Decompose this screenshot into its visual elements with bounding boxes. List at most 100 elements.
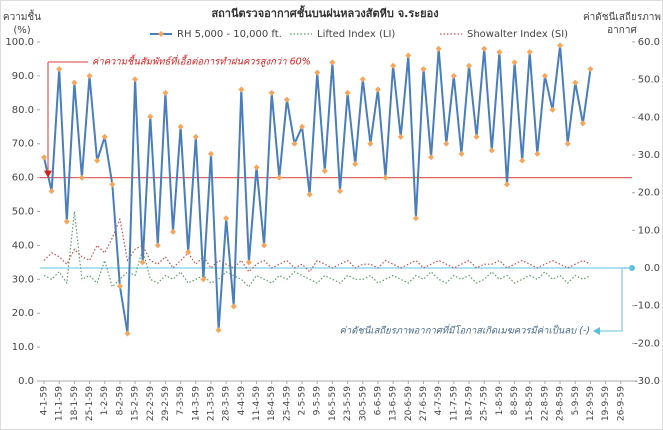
x-tick-label: 8-2-59 [115, 386, 125, 416]
data-point [374, 86, 381, 93]
data-point [541, 72, 548, 79]
data-point [223, 215, 230, 222]
data-point [48, 188, 55, 195]
data-point [367, 140, 374, 147]
annotation: ค่าความชื้นสัมพัทธ์ที่เอื้อต่อการทำฝนควร… [92, 54, 311, 68]
data-point [139, 259, 146, 266]
data-point [450, 72, 457, 79]
x-tick-label: 22-2-59 [146, 386, 156, 421]
data-point [534, 150, 541, 157]
x-tick-label: 30-5-59 [358, 386, 368, 421]
data-point [511, 59, 518, 66]
data-point [177, 123, 184, 130]
y-tick-label: 10.0 [12, 342, 34, 353]
data-point [390, 62, 397, 69]
data-point [321, 167, 328, 174]
x-tick-label: 11-4-59 [252, 386, 262, 421]
data-point [329, 59, 336, 66]
data-point [261, 242, 268, 249]
y-tick-label: 50.0 [12, 207, 34, 218]
x-tick-label: 14-3-59 [191, 386, 201, 421]
data-point [337, 188, 343, 195]
data-point [314, 69, 321, 76]
data-point [473, 133, 480, 140]
x-tick-label: 15-2-59 [131, 386, 141, 421]
x-tick-label: 5-9-59 [571, 386, 581, 416]
data-point [397, 133, 404, 140]
data-point [503, 181, 510, 188]
y-tick-label: 0.0 [18, 376, 34, 387]
x-tick-label: 16-5-59 [328, 386, 338, 421]
y2-tick-label: 30.0 [638, 150, 660, 161]
y-tick-label: 20.0 [12, 308, 34, 319]
data-point [200, 276, 207, 283]
data-point [101, 133, 108, 140]
data-point [564, 140, 571, 147]
x-tick-label: 11-7-59 [449, 386, 459, 421]
x-tick-label: 27-6-59 [419, 386, 429, 421]
data-point [306, 191, 313, 198]
x-tick-label: 1-8-59 [495, 386, 505, 416]
data-point [283, 96, 290, 103]
legend-label: RH 5,000 - 10,000 ft. [177, 29, 282, 40]
data-point [147, 113, 154, 120]
data-point [359, 76, 366, 83]
data-point [549, 106, 556, 113]
x-tick-label: 12-9-59 [586, 386, 596, 421]
data-point [238, 86, 245, 93]
x-tick-label: 23-5-59 [343, 386, 353, 421]
data-point [41, 154, 47, 161]
x-tick-label: 25-4-59 [282, 386, 292, 421]
y2-axis-title: ค่าดัชนีเสถียรภาพ [583, 11, 661, 23]
y-axis-title: (%) [13, 25, 30, 36]
x-tick-label: 15-8-59 [525, 386, 535, 421]
x-tick-label: 4-1-59 [40, 386, 50, 416]
x-tick-label: 6-6-59 [373, 386, 383, 416]
annotation-arrow [598, 267, 632, 332]
legend-label: Lifted Index (LI) [317, 29, 395, 40]
data-point [192, 133, 199, 140]
data-point [458, 150, 465, 157]
data-point [245, 259, 252, 266]
x-tick-label: 25-1-59 [85, 386, 95, 421]
data-point [291, 140, 298, 147]
y-tick-label: 90.0 [12, 71, 34, 82]
x-tick-label: 18-7-59 [465, 386, 475, 421]
y-tick-label: 60.0 [12, 173, 34, 184]
data-point [170, 228, 177, 235]
data-point [253, 164, 260, 171]
x-tick-label: 11-1-59 [55, 386, 65, 421]
data-point [435, 45, 442, 52]
y-tick-label: 80.0 [12, 105, 34, 116]
y2-tick-label: 0.0 [644, 263, 660, 274]
data-point [344, 89, 351, 96]
data-point [215, 327, 222, 334]
x-tick-label: 26-9-59 [616, 386, 626, 421]
y2-tick-label: -20.0 [634, 338, 660, 349]
y-axis-title: ความชื้น [3, 9, 41, 23]
x-tick-label: 20-6-59 [404, 386, 414, 421]
data-point [86, 72, 93, 79]
data-point [185, 249, 192, 256]
data-point [587, 66, 594, 73]
data-point [526, 49, 533, 56]
data-point [382, 174, 389, 181]
series-line [43, 210, 591, 288]
annotation-arrowhead [593, 327, 600, 335]
annotation-arrowhead [44, 170, 52, 178]
x-tick-label: 8-8-59 [510, 386, 520, 416]
x-tick-label: 22-8-59 [540, 386, 550, 421]
data-point [488, 147, 495, 154]
y2-tick-label: -30.0 [634, 376, 660, 387]
legend-marker [158, 31, 164, 37]
y2-tick-label: 40.0 [638, 112, 660, 123]
y2-tick-label: 20.0 [638, 188, 660, 199]
y2-tick-label: 60.0 [638, 37, 660, 48]
data-point [405, 52, 412, 59]
y-tick-label: 40.0 [12, 240, 34, 251]
data-point [162, 89, 169, 96]
data-point [132, 76, 139, 83]
y-tick-label: 70.0 [12, 139, 34, 150]
x-tick-label: 2-5-59 [298, 386, 308, 416]
